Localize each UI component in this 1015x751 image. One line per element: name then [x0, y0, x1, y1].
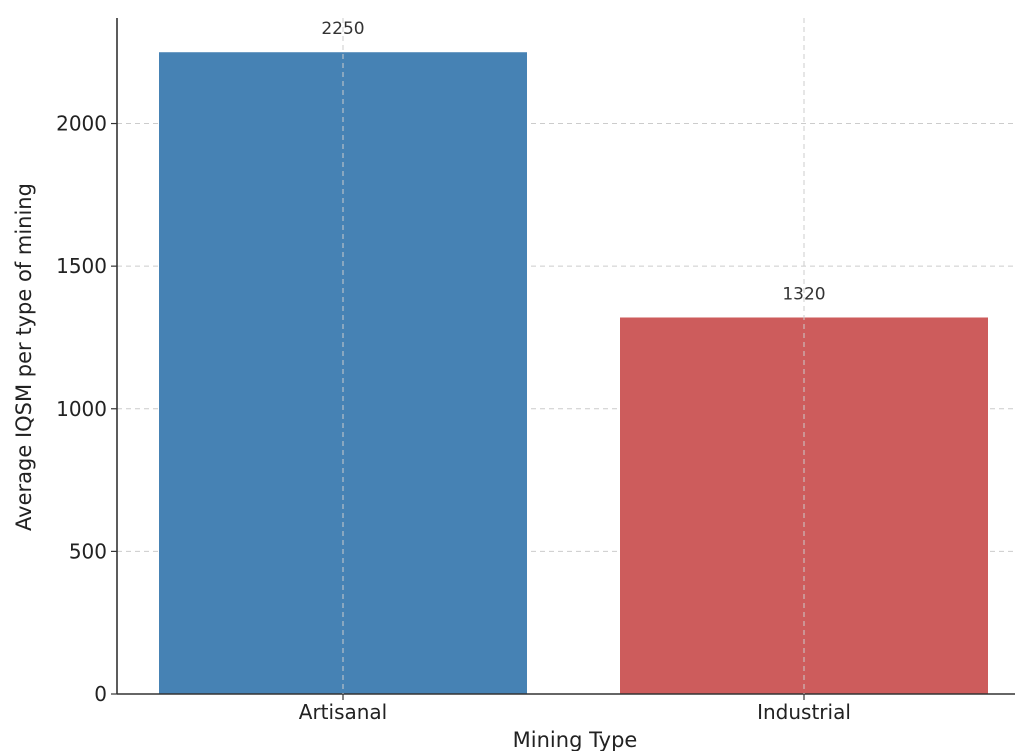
y-axis-title: Average IQSM per type of mining: [12, 183, 36, 531]
x-axis-title: Mining Type: [513, 728, 638, 751]
bar-layer: [159, 52, 988, 695]
axis-layer: [111, 18, 1015, 700]
y-tick-label: 1000: [56, 397, 107, 421]
y-tick-label: 0: [94, 682, 107, 706]
y-tick-label: 500: [69, 539, 107, 563]
data-label-industrial: 1320: [782, 284, 825, 304]
x-tick-label: Industrial: [757, 700, 851, 724]
label-layer: 05001000150020002250Artisanal1320Industr…: [56, 18, 851, 724]
y-tick-label: 2000: [56, 112, 107, 136]
x-tick-label: Artisanal: [299, 700, 387, 724]
y-tick-label: 1500: [56, 254, 107, 278]
